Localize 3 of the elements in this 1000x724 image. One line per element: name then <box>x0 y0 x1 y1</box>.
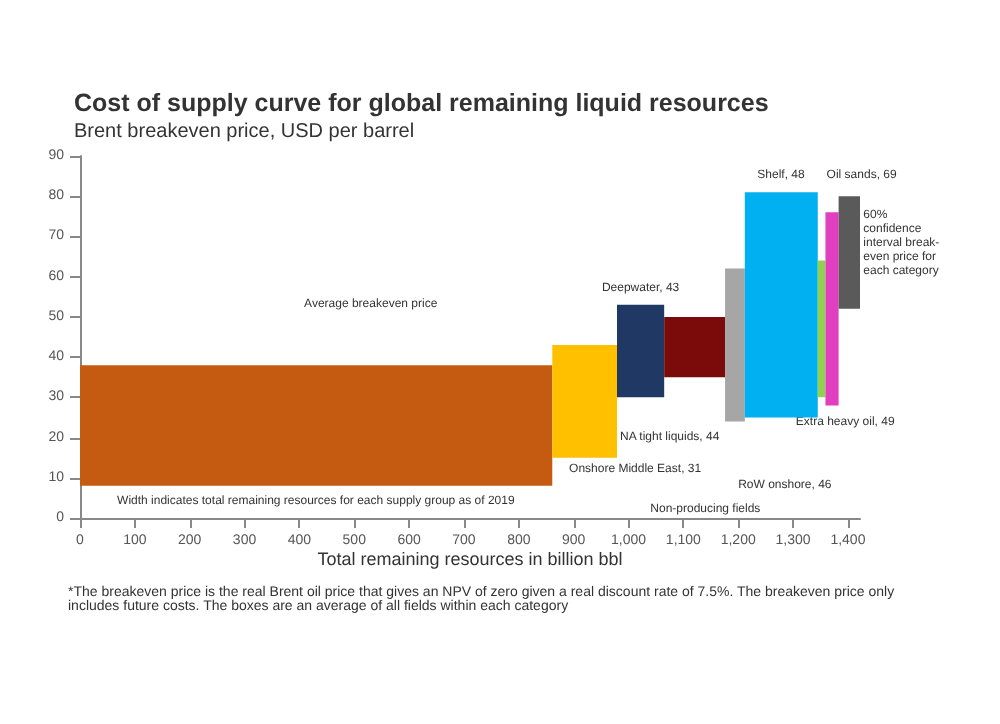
x-axis-title: Total remaining resources in billion bbl <box>317 549 623 569</box>
chart-title: Cost of supply curve for global remaining liquid resources <box>74 89 769 117</box>
chart-subtitle: Brent breakeven price, USD per barrel <box>74 121 415 143</box>
